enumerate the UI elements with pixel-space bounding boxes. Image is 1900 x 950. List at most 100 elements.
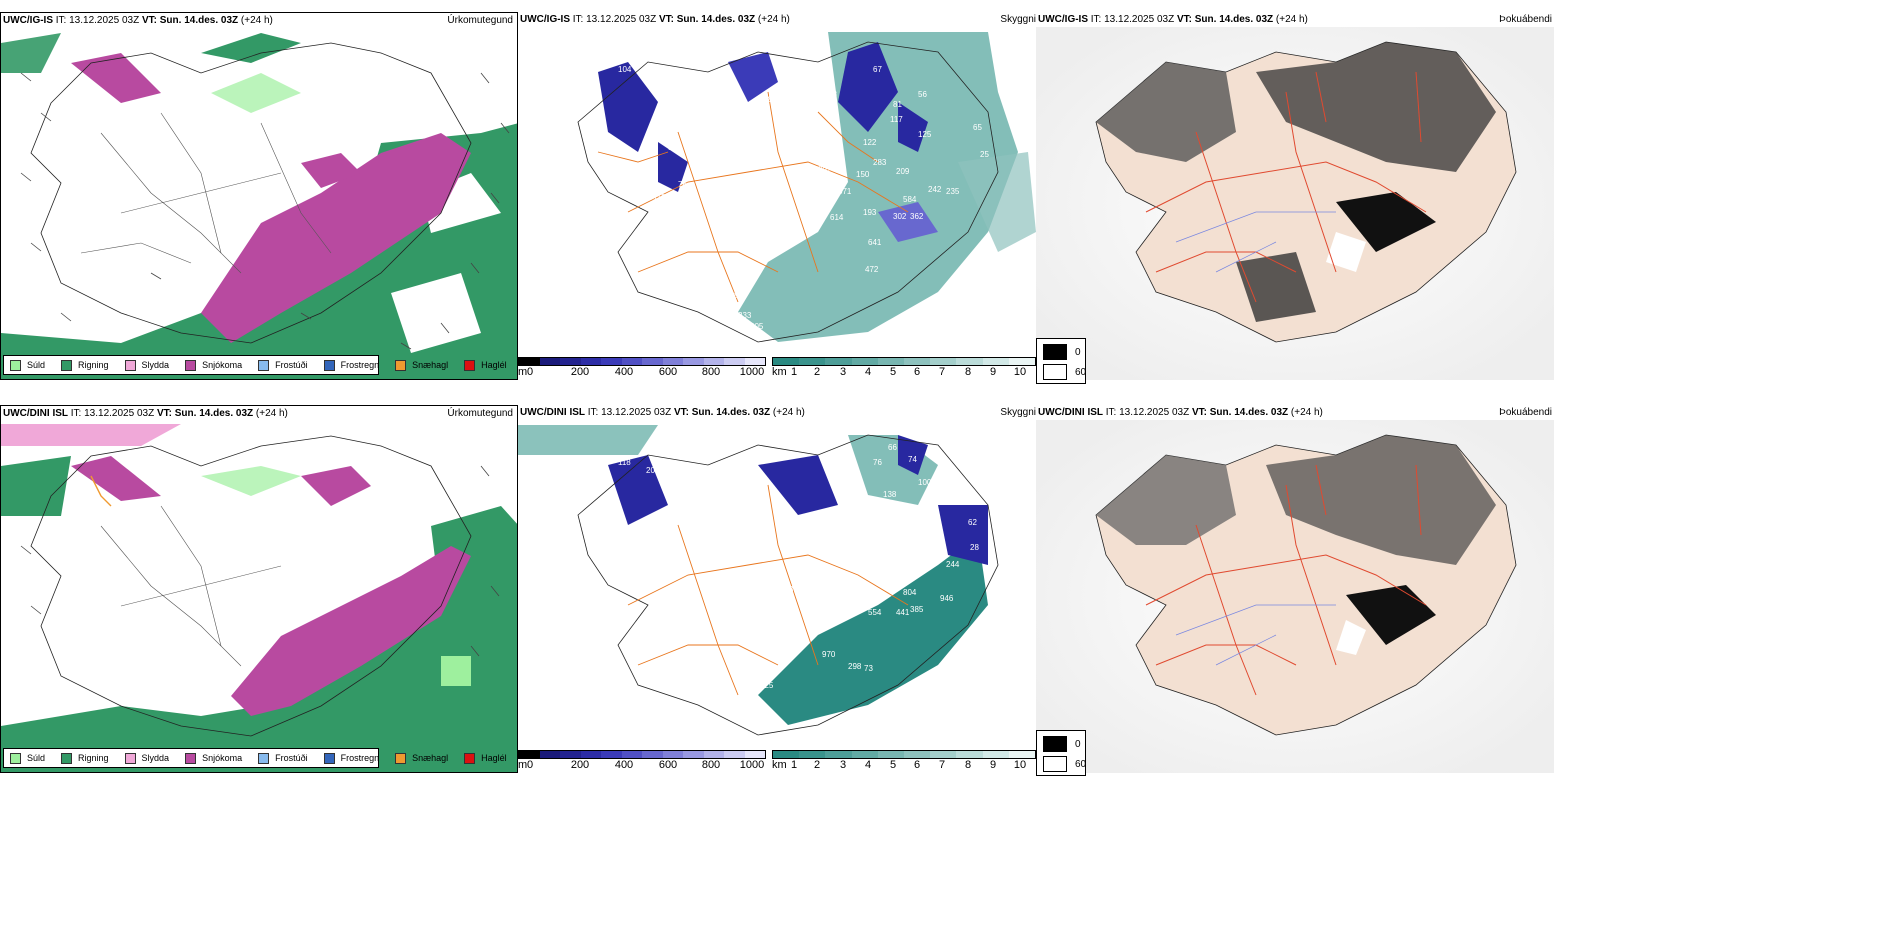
legend-item-snow: Snjókoma bbox=[185, 752, 242, 764]
spot-label: 150 bbox=[856, 170, 870, 179]
spot-label: 58 bbox=[723, 100, 732, 109]
spot-label: 179 bbox=[858, 533, 872, 542]
spot-label: 25 bbox=[980, 150, 989, 159]
spot-label: 306 bbox=[813, 202, 827, 211]
spot-label: 970 bbox=[822, 650, 836, 659]
spot-label: 46 bbox=[668, 460, 677, 469]
spot-label: 81 bbox=[893, 100, 902, 109]
legend-item-freezing-rain: Frostregn bbox=[323, 752, 379, 764]
spot-label: 193 bbox=[863, 208, 877, 217]
legend-item-freezing-drizzle: Frostúði bbox=[258, 359, 308, 371]
spot-label: 208 bbox=[883, 511, 897, 520]
spot-label: 225 bbox=[760, 681, 774, 690]
spot-label: 106 bbox=[908, 525, 922, 534]
spot-label: 584 bbox=[903, 195, 917, 204]
precip-legend: Súld Rigning Slydda Snjókoma Frostúði Fr… bbox=[3, 748, 507, 768]
spot-label: 235 bbox=[946, 187, 960, 196]
panel-title: UWC/DINI ISL IT: 13.12.2025 03Z VT: Sun.… bbox=[3, 408, 288, 419]
spot-label: 104 bbox=[618, 65, 632, 74]
panel-title: UWC/IG-IS IT: 13.12.2025 03Z VT: Sun. 14… bbox=[1038, 14, 1308, 25]
legend-item-freezing-drizzle: Frostúði bbox=[258, 752, 308, 764]
precip-legend: Súld Rigning Slydda Snjókoma Frostúði Fr… bbox=[3, 355, 507, 375]
spot-label: 614 bbox=[830, 213, 844, 222]
legend-item-snow-pellets: Snæhagl bbox=[395, 752, 448, 764]
spot-label: 298 bbox=[848, 662, 862, 671]
spot-label: 472 bbox=[865, 265, 879, 274]
spot-label: 205 bbox=[750, 322, 764, 331]
spot-label: 458 bbox=[758, 713, 772, 722]
spot-label: 85 bbox=[780, 190, 789, 199]
height-colorbar: m 0 200 400 600 800 1000 bbox=[518, 750, 766, 771]
spot-label: 67 bbox=[873, 65, 882, 74]
visibility-colorbar: km 1 2 3 4 5 6 7 8 9 10 bbox=[772, 357, 1036, 378]
spot-label: 547 bbox=[832, 571, 846, 580]
legend-item-snow: Snjókoma bbox=[185, 359, 242, 371]
spot-label: 65 bbox=[973, 123, 982, 132]
spot-label: 56 bbox=[918, 90, 927, 99]
spot-label: 76 bbox=[873, 458, 882, 467]
spot-label: 48 bbox=[646, 67, 655, 76]
spot-label: 79 bbox=[663, 540, 672, 549]
spot-label: 554 bbox=[868, 608, 882, 617]
spot-label: 438 bbox=[780, 585, 794, 594]
spot-label: 329 bbox=[925, 553, 939, 562]
spot-label: 209 bbox=[896, 167, 910, 176]
spot-label: 404 bbox=[808, 183, 822, 192]
legend-item-sleet: Slydda bbox=[124, 359, 169, 371]
visibility-panel-dini: UWC/DINI ISL IT: 13.12.2025 03Z VT: Sun.… bbox=[518, 405, 1036, 773]
spot-label: 441 bbox=[896, 608, 910, 617]
spot-label: 100 bbox=[918, 478, 932, 487]
legend-item-sleet: Slydda bbox=[124, 752, 169, 764]
spot-label: 804 bbox=[903, 588, 917, 597]
precip-map-dini bbox=[1, 424, 517, 772]
panel-variable: Úrkomutegund bbox=[447, 15, 513, 26]
spot-label: 571 bbox=[838, 187, 852, 196]
visibility-colorbar: km 1 2 3 4 5 6 7 8 9 10 bbox=[772, 750, 1036, 771]
spot-label: 28 bbox=[970, 543, 979, 552]
spot-label: 59 bbox=[663, 528, 672, 537]
spot-label: 118 bbox=[618, 458, 631, 467]
spot-label: 58 bbox=[828, 90, 837, 99]
spot-label: 297 bbox=[818, 165, 832, 174]
spot-label: 302 bbox=[893, 212, 907, 221]
legend-item-hail: Haglél bbox=[464, 752, 507, 764]
spot-label: 946 bbox=[940, 594, 954, 603]
fog-map-igis bbox=[1036, 27, 1554, 380]
spot-label: 95 bbox=[793, 155, 802, 164]
visibility-panel-igis: UWC/IG-IS IT: 13.12.2025 03Z VT: Sun. 14… bbox=[518, 12, 1036, 380]
height-colorbar: m 0 200 400 600 800 1000 bbox=[518, 357, 766, 378]
spot-label: 122 bbox=[863, 138, 877, 147]
spot-label: 87 bbox=[768, 95, 777, 104]
legend-item-rain: Rigning bbox=[61, 752, 109, 764]
precip-map-igis bbox=[1, 33, 517, 379]
panel-title: UWC/DINI ISL IT: 13.12.2025 03Z VT: Sun.… bbox=[520, 407, 805, 418]
spot-label: 55 bbox=[668, 143, 677, 152]
spot-label: 385 bbox=[910, 605, 924, 614]
panel-variable: Þokuábendi bbox=[1499, 407, 1552, 418]
fog-map-dini bbox=[1036, 420, 1554, 773]
visibility-map-dini: 118 200 46 59 79 93 61 106 138 208 179 3… bbox=[518, 425, 999, 736]
legend-item-drizzle: Súld bbox=[10, 752, 45, 764]
precip-panel-dini: UWC/DINI ISL IT: 13.12.2025 03Z VT: Sun.… bbox=[0, 405, 518, 773]
visibility-map-igis: 67 104 48 58 58 87 56 117 125 55 76 95 2… bbox=[577, 32, 1036, 343]
panel-title: UWC/DINI ISL IT: 13.12.2025 03Z VT: Sun.… bbox=[1038, 407, 1323, 418]
legend-item-hail: Haglél bbox=[464, 359, 507, 371]
fog-legend-bottom: 0 60 bbox=[1036, 730, 1086, 776]
spot-label: 76 bbox=[678, 180, 687, 189]
spot-label: 61 bbox=[723, 496, 732, 505]
spot-label: 83 bbox=[734, 291, 743, 300]
legend-item-rain: Rigning bbox=[61, 359, 109, 371]
spot-label: 93 bbox=[628, 548, 637, 557]
fog-legend-top: 0 60 bbox=[1036, 338, 1086, 384]
spot-label: 62 bbox=[968, 518, 977, 527]
fog-panel-dini: UWC/DINI ISL IT: 13.12.2025 03Z VT: Sun.… bbox=[1036, 405, 1554, 773]
spot-label: 244 bbox=[946, 560, 960, 569]
legend-item-snow-pellets: Snæhagl bbox=[395, 359, 448, 371]
spot-label: 233 bbox=[738, 311, 752, 320]
panel-title: UWC/IG-IS IT: 13.12.2025 03Z VT: Sun. 14… bbox=[520, 14, 790, 25]
panel-variable: Úrkomutegund bbox=[447, 408, 513, 419]
spot-label: 125 bbox=[918, 130, 932, 139]
precip-panel-igis: UWC/IG-IS IT: 13.12.2025 03Z VT: Sun. 14… bbox=[0, 12, 518, 380]
panel-variable: Skyggni bbox=[1000, 407, 1036, 418]
spot-label: 641 bbox=[868, 238, 882, 247]
